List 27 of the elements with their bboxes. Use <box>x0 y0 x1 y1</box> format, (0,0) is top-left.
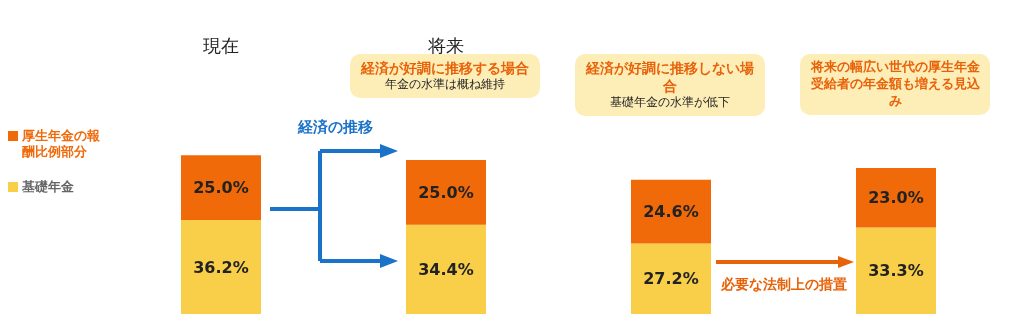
data-label: 36.2% <box>193 257 249 277</box>
bar <box>631 179 711 244</box>
data-label: 25.0% <box>193 178 249 198</box>
text: 経済が好調に推移する場合 <box>359 59 530 78</box>
data-label: 34.4% <box>418 259 474 279</box>
x-tick-label: 将来 <box>426 35 464 56</box>
bar <box>856 227 936 314</box>
text: 経済の推移 <box>296 118 374 137</box>
text: 基礎年金の水準が低下 <box>609 95 731 111</box>
text: 年金の水準は概ね維持 <box>384 77 506 93</box>
bar <box>181 220 261 314</box>
bar <box>181 155 261 221</box>
text: 経済が好調に推移しない場合 <box>584 59 755 96</box>
bar <box>631 243 711 314</box>
data-label: 33.3% <box>868 261 924 281</box>
bar <box>856 167 936 228</box>
data-label: 24.6% <box>643 202 699 222</box>
annotation: 必要な法制上の措置 <box>720 276 848 294</box>
bar <box>406 159 486 225</box>
legend-label: 基礎年金 <box>22 178 74 195</box>
x-tick-label: 現在 <box>202 35 239 56</box>
data-label: 27.2% <box>643 269 699 289</box>
data-label: 25.0% <box>418 182 474 202</box>
bar <box>406 224 486 314</box>
data-label: 23.0% <box>868 188 924 208</box>
legend-label: 厚生年金の報酬比例部分 <box>22 128 101 161</box>
text: 将来の幅広い世代の厚生年金受給者の年金額も増える見込み <box>809 59 981 110</box>
